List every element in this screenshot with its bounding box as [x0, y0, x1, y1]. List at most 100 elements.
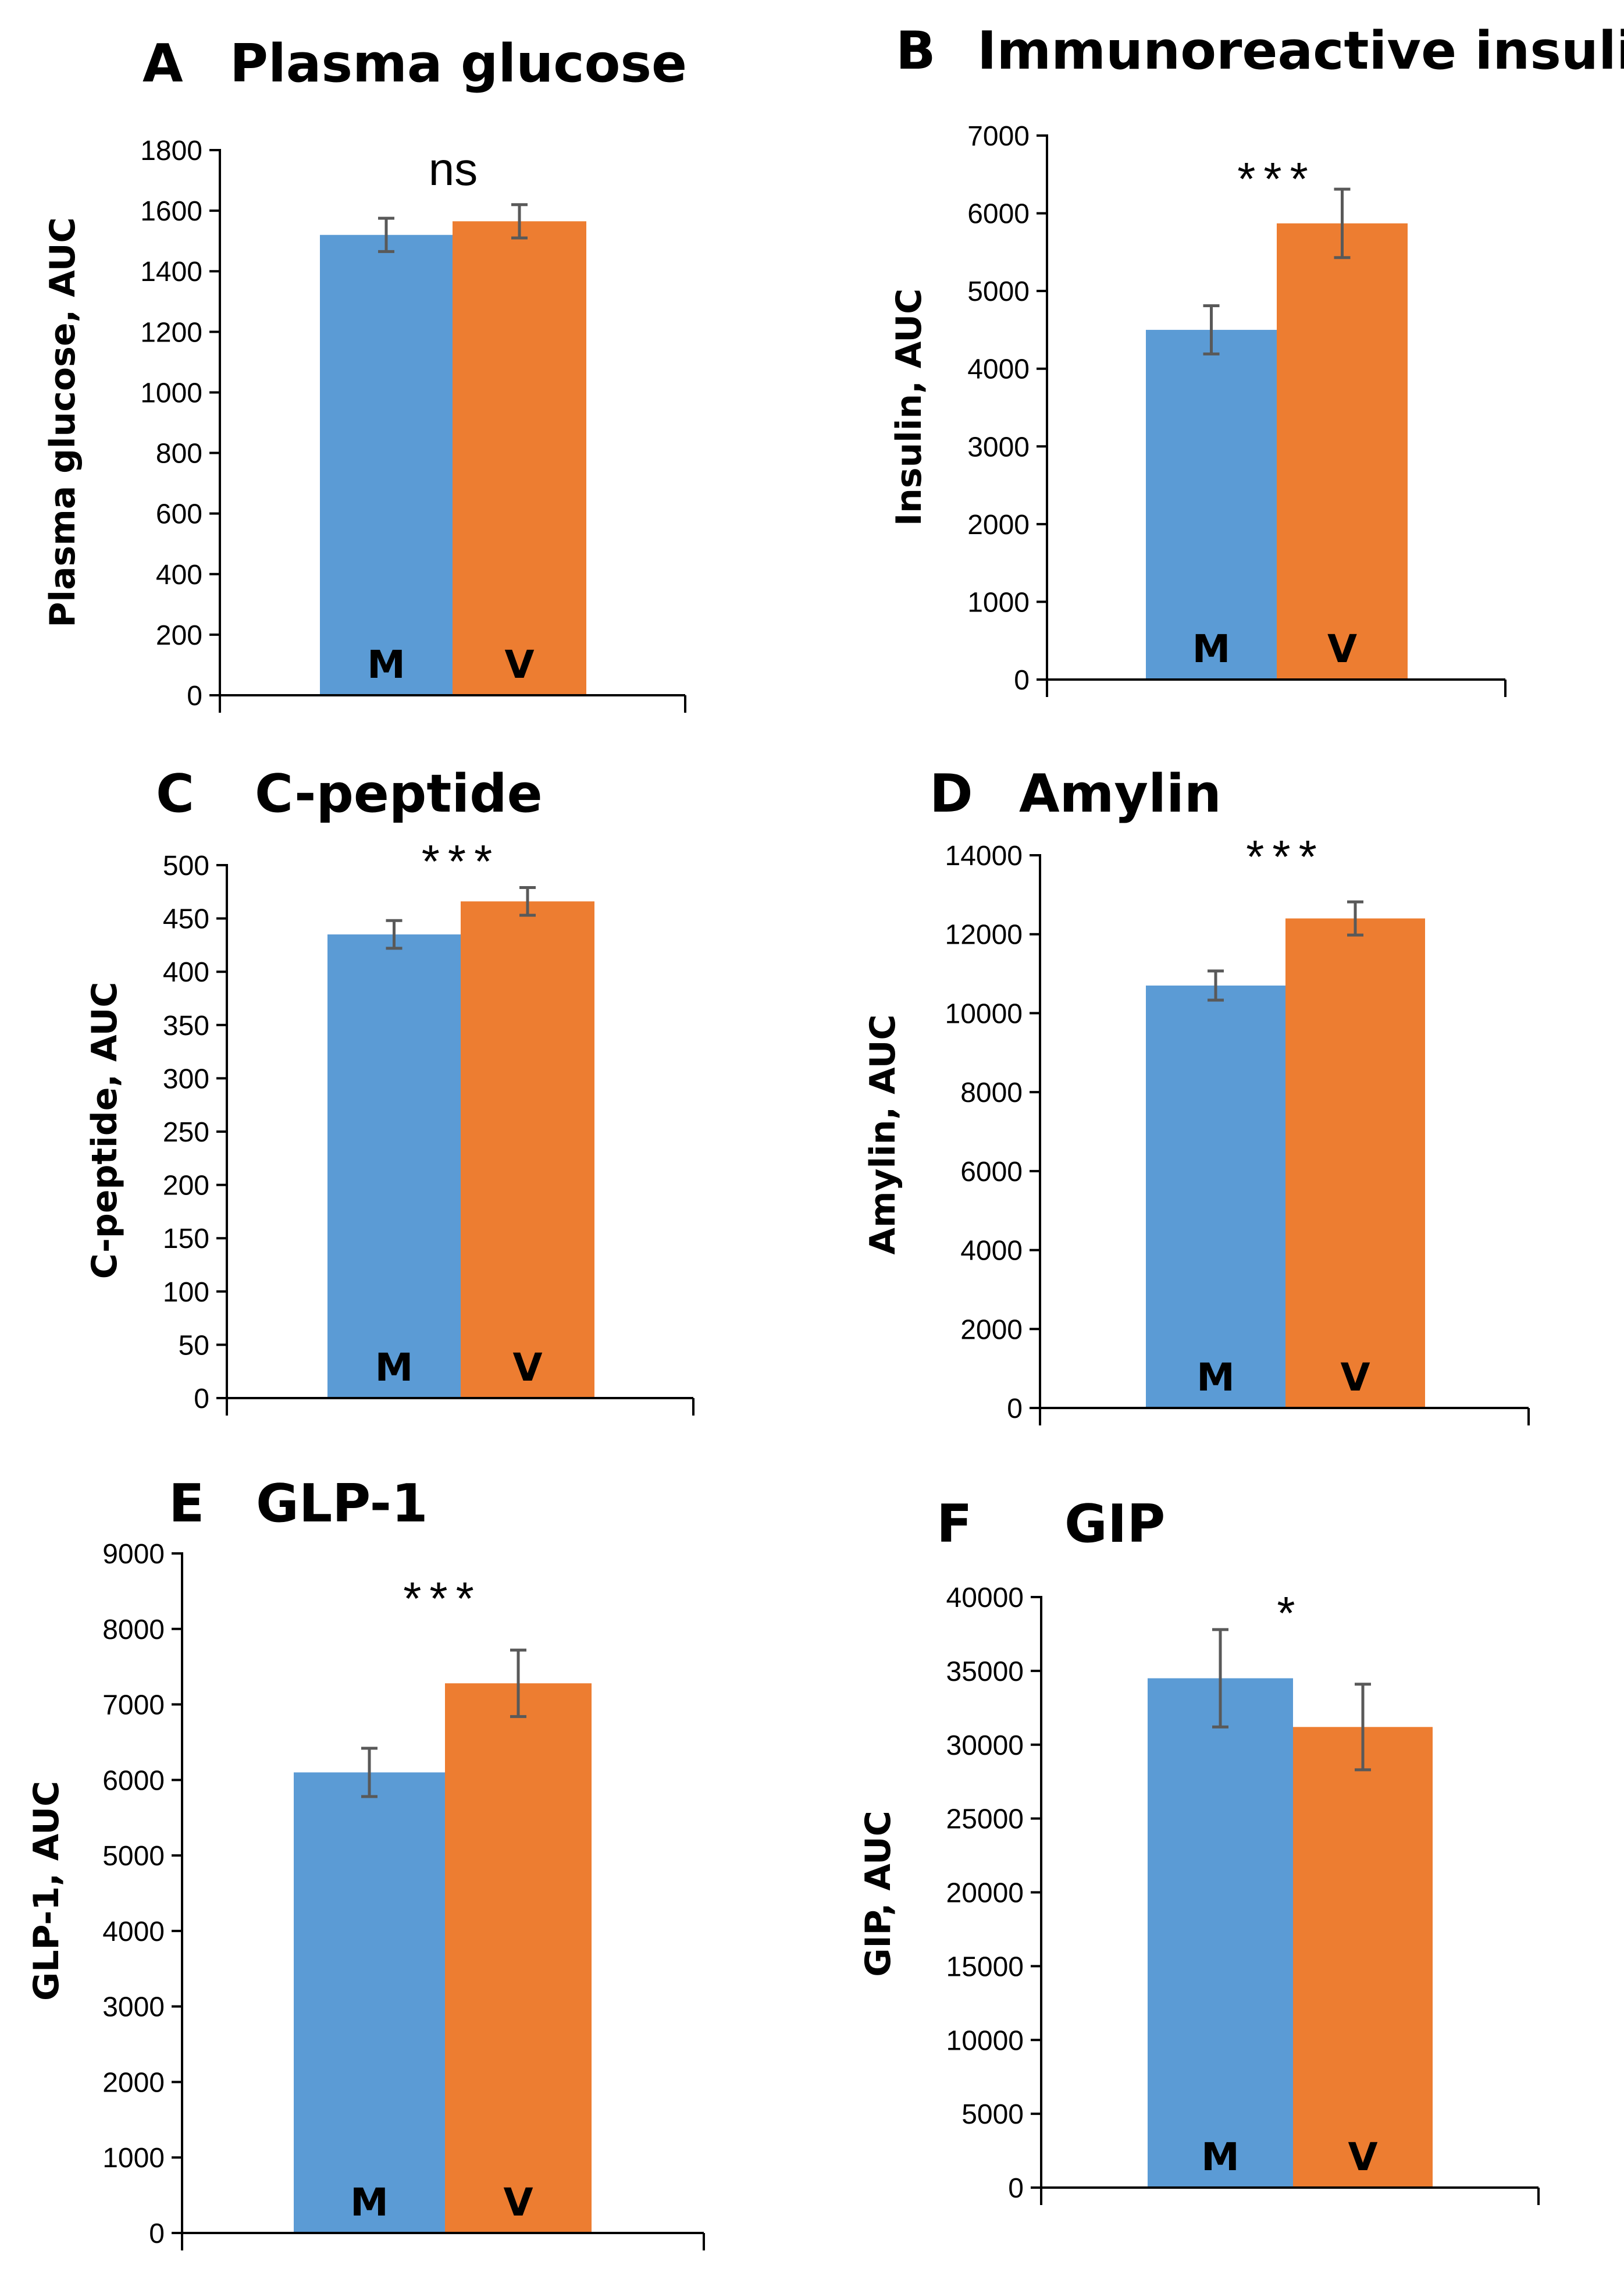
panel-c-ytick-label: 300	[163, 1064, 209, 1094]
panel-e-ytick-label: 8000	[102, 1615, 165, 1645]
panel-e-ytick-label: 1000	[102, 2143, 165, 2174]
panel-d-category-v: V	[1340, 1355, 1370, 1400]
panel-a-letter: A	[143, 33, 183, 94]
panel-a-errorbar-v	[511, 203, 528, 240]
panel-a-ytick-label: 0	[187, 681, 202, 712]
panel-f-bar-m	[1148, 1678, 1293, 2188]
panel-c-significance: ***	[422, 835, 500, 887]
panel-b-bar-v	[1277, 223, 1408, 680]
panel-a-category-v: V	[504, 642, 534, 687]
panel-f-ytick-label: 5000	[961, 2099, 1024, 2130]
panel-e-ytick-label: 9000	[102, 1539, 165, 1570]
panel-d-letter: D	[929, 763, 973, 824]
panel-d-errorbar-m	[1208, 969, 1224, 1002]
panel-c-ytick-label: 450	[163, 904, 209, 935]
panel-f-ytick-label: 0	[1008, 2173, 1024, 2204]
panel-c-letter: C	[156, 763, 194, 824]
panel-f: F GIP M V 0 5000 10000 15000 20000 25000 30000 3500…	[858, 1494, 1540, 2205]
panel-c-bar-m	[327, 934, 461, 1398]
panel-a-errorbar-m	[378, 216, 394, 253]
panel-e-ytick-label: 6000	[102, 1765, 165, 1796]
panel-d-ytick-label: 8000	[960, 1078, 1023, 1108]
panel-c-ytick-label: 350	[163, 1011, 209, 1041]
panel-f-ylabel: GIP, AUC	[858, 1811, 899, 1977]
panel-d-significance: ***	[1246, 831, 1324, 883]
panel-d-ytick-label: 2000	[960, 1314, 1023, 1345]
panel-b-significance: ***	[1237, 153, 1316, 205]
panel-b-ytick-label: 5000	[967, 276, 1030, 307]
panel-e-significance: ***	[403, 1573, 482, 1624]
panel-d-title: Amylin	[1019, 763, 1221, 824]
panel-d-bar-m	[1146, 985, 1285, 1408]
panel-a-ytick-label: 1200	[140, 317, 202, 348]
panel-b-errorbar-v	[1334, 187, 1351, 259]
panel-a-ylabel: Plasma glucose, AUC	[42, 217, 83, 627]
panel-f-ytick-label: 40000	[946, 1583, 1024, 1613]
panel-b-category-v: V	[1327, 627, 1357, 671]
panel-a-ytick-label: 1600	[140, 196, 202, 227]
panel-c-ytick-label: 250	[163, 1117, 209, 1148]
panel-a-ytick-label: 600	[156, 499, 202, 530]
panel-b-errorbar-m	[1203, 304, 1220, 355]
panel-c-title: C-peptide	[255, 763, 543, 824]
panel-f-significance: *	[1277, 1587, 1303, 1639]
panel-e-bar-v	[445, 1683, 592, 2233]
panel-e-ytick-label: 3000	[102, 1992, 165, 2023]
panel-b-title: Immunoreactive insulin	[977, 20, 1624, 81]
panel-c-ytick-label: 400	[163, 957, 209, 988]
panel-f-errorbar-v	[1355, 1683, 1371, 1772]
panel-c-ytick-label: 0	[194, 1384, 209, 1414]
panel-b-ytick-label: 7000	[967, 121, 1030, 152]
panel-c-ytick-label: 200	[163, 1171, 209, 1201]
panel-a: A Plasma glucose M V 0 200 400 600 800 1000 1200 14…	[42, 33, 687, 713]
panel-a-ytick-label: 800	[156, 439, 202, 470]
panel-a-ytick-label: 1000	[140, 378, 202, 408]
panel-d-ytick-label: 4000	[960, 1236, 1023, 1267]
panel-b-ytick-label: 0	[1014, 665, 1030, 696]
panel-b-letter: B	[896, 20, 936, 81]
panel-e-errorbar-v	[510, 1648, 526, 1718]
panel-c-category-m: M	[375, 1345, 414, 1390]
panel-a-ytick-label: 1400	[140, 257, 202, 287]
panel-f-bar-v	[1293, 1727, 1433, 2188]
panel-f-ytick-label: 10000	[946, 2025, 1024, 2056]
panel-b-ytick-label: 3000	[967, 432, 1030, 463]
panel-f-ytick-label: 35000	[946, 1656, 1024, 1687]
panel-f-title: GIP	[1064, 1494, 1165, 1555]
panel-d-ytick-label: 6000	[960, 1157, 1023, 1187]
panel-c-ytick-label: 50	[179, 1330, 209, 1361]
panel-c-bar-v	[461, 901, 594, 1398]
panel-d-ylabel: Amylin, AUC	[863, 1015, 903, 1255]
panel-d-category-m: M	[1196, 1355, 1235, 1400]
panel-f-ytick-label: 15000	[946, 1951, 1024, 1982]
panel-f-ytick-label: 30000	[946, 1730, 1024, 1761]
panel-f-ytick-label: 20000	[946, 1878, 1024, 1909]
panel-f-errorbar-m	[1212, 1628, 1228, 1729]
panel-a-category-m: M	[367, 642, 405, 687]
panel-a-ytick-label: 400	[156, 560, 202, 591]
panel-e-category-m: M	[350, 2180, 389, 2225]
panel-b-category-m: M	[1192, 627, 1231, 671]
panel-b-ytick-label: 1000	[967, 587, 1030, 618]
panel-f-category-v: V	[1348, 2135, 1377, 2179]
panel-e-ytick-label: 0	[149, 2218, 165, 2249]
panel-c-errorbar-m	[386, 919, 403, 950]
panel-e-ytick-label: 2000	[102, 2067, 165, 2098]
panel-d-bar-v	[1285, 918, 1425, 1408]
panel-e-ylabel: GLP-1, AUC	[26, 1781, 67, 2001]
panel-a-ytick-label: 1800	[140, 136, 202, 166]
panel-e-ytick-label: 7000	[102, 1690, 165, 1721]
panel-c-ytick-label: 500	[163, 851, 209, 881]
panel-e-title: GLP-1	[256, 1473, 428, 1534]
panel-a-bar-m	[320, 234, 453, 695]
panel-b-ylabel: Insulin, AUC	[889, 289, 929, 526]
panel-a-ytick-label: 200	[156, 620, 202, 651]
panel-a-title: Plasma glucose	[230, 33, 687, 94]
panel-c-ytick-label: 150	[163, 1224, 209, 1254]
panel-b-ytick-label: 6000	[967, 199, 1030, 230]
panel-b-ytick-label: 2000	[967, 510, 1030, 541]
panel-d-ytick-label: 14000	[945, 841, 1023, 872]
panel-c: C C-peptide M V 0 50 100 150 200 250 300 350 400 450 5…	[84, 763, 695, 1416]
panel-b-ytick-label: 4000	[967, 354, 1030, 385]
